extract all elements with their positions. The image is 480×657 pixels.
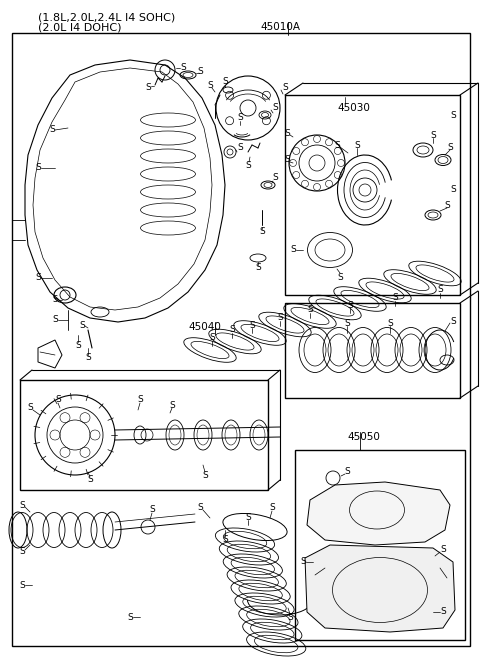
Text: (2.0L I4 DOHC): (2.0L I4 DOHC) [38, 22, 121, 32]
Text: S: S [282, 83, 288, 93]
Polygon shape [307, 482, 450, 545]
Text: S: S [450, 110, 456, 120]
Text: S: S [255, 263, 261, 273]
Text: S: S [197, 503, 203, 512]
Text: S: S [19, 501, 25, 509]
Text: S: S [300, 558, 306, 566]
Text: S: S [52, 296, 58, 304]
Text: S: S [237, 143, 243, 152]
Text: S: S [447, 143, 453, 152]
Text: S: S [272, 104, 278, 112]
Text: S: S [49, 125, 55, 135]
Text: S: S [334, 141, 340, 150]
Text: S: S [444, 200, 450, 210]
Text: S: S [197, 68, 203, 76]
Polygon shape [305, 545, 455, 632]
Text: S: S [392, 294, 398, 302]
Text: S: S [287, 612, 293, 622]
Text: S: S [52, 315, 58, 325]
Text: S: S [337, 273, 343, 281]
Text: S: S [237, 114, 243, 122]
Text: S: S [27, 403, 33, 413]
Text: S: S [354, 141, 360, 150]
Text: 45010A: 45010A [260, 22, 300, 32]
Text: 45030: 45030 [337, 103, 370, 113]
Text: S: S [450, 185, 456, 194]
Text: S: S [137, 396, 143, 405]
Text: S: S [450, 317, 456, 325]
Text: S: S [35, 164, 41, 173]
Text: S: S [127, 612, 133, 622]
Text: S: S [85, 353, 91, 363]
Text: S: S [222, 78, 228, 87]
Text: S: S [344, 319, 350, 327]
Text: S: S [284, 129, 290, 137]
Text: S: S [79, 321, 85, 330]
Text: S: S [307, 306, 313, 315]
Text: S: S [284, 156, 290, 164]
Text: S: S [272, 173, 278, 183]
Text: S: S [259, 227, 265, 237]
Text: S: S [169, 401, 175, 409]
Text: S: S [35, 273, 41, 283]
Text: S: S [75, 340, 81, 350]
Text: S: S [387, 319, 393, 327]
Text: S: S [245, 160, 251, 170]
Text: S: S [202, 470, 208, 480]
Text: S: S [440, 545, 446, 555]
Text: S: S [207, 81, 213, 89]
Text: S: S [145, 83, 151, 93]
Text: S: S [347, 300, 353, 309]
Bar [295, 450, 465, 640]
Text: S: S [249, 321, 255, 330]
Text: S: S [55, 396, 61, 405]
Text: S: S [440, 608, 446, 616]
Text: S: S [229, 325, 235, 334]
Text: S: S [87, 476, 93, 484]
Text: 45040: 45040 [188, 322, 221, 332]
Text: S: S [290, 246, 296, 254]
Text: S: S [180, 64, 186, 72]
Text: S: S [245, 512, 251, 522]
Text: (1.8L,2.0L,2.4L I4 SOHC): (1.8L,2.0L,2.4L I4 SOHC) [38, 12, 175, 22]
Text: S: S [19, 581, 25, 589]
Text: S: S [437, 286, 443, 294]
Text: S: S [209, 334, 215, 342]
Text: S: S [222, 535, 228, 545]
Text: S: S [269, 503, 275, 512]
Text: S: S [19, 547, 25, 556]
Text: S: S [344, 468, 350, 476]
Text: S: S [149, 505, 155, 514]
Text: 45050: 45050 [347, 432, 380, 442]
Text: S: S [277, 313, 283, 323]
Text: S: S [430, 131, 436, 139]
